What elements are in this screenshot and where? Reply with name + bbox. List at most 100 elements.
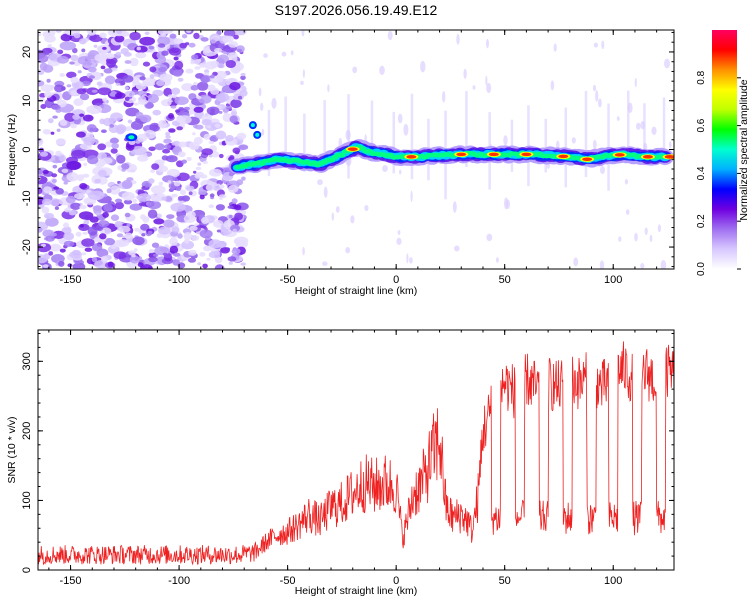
noise-blob <box>161 50 169 56</box>
noise-blob <box>148 252 157 259</box>
noise-blob <box>89 34 103 43</box>
noise-blob <box>115 198 123 203</box>
noise-blob <box>148 45 155 50</box>
noise-blob <box>59 119 68 126</box>
noise-blob <box>50 131 55 135</box>
noise-blob <box>139 76 146 81</box>
noise-blob <box>300 80 304 85</box>
colorbar-tick-label: 0.8 <box>696 70 707 84</box>
noise-blob <box>227 52 238 59</box>
noise-blob <box>170 202 186 212</box>
noise-blob <box>114 35 125 43</box>
colorbar-tick-label: 0.0 <box>696 262 707 276</box>
noise-blob <box>649 234 653 242</box>
noise-blob <box>144 31 150 35</box>
signal-peak <box>664 155 674 159</box>
noise-streak <box>465 91 468 167</box>
noise-blob <box>38 32 42 37</box>
noise-blob <box>234 30 247 36</box>
noise-blob <box>63 222 69 228</box>
noise-blob <box>147 209 158 219</box>
noise-blob <box>86 124 97 133</box>
noise-blob <box>486 38 489 49</box>
noise-blob <box>91 89 98 93</box>
noise-streak <box>584 90 588 177</box>
noise-blob <box>51 178 57 183</box>
noise-blob <box>215 92 230 103</box>
noise-blob <box>173 56 179 61</box>
noise-blob <box>174 96 189 105</box>
noise-blob <box>110 214 120 221</box>
noise-blob <box>189 225 198 231</box>
noise-blob <box>72 114 81 120</box>
noise-blob <box>151 163 160 170</box>
colorbar-tick-label: 0.2 <box>696 214 707 228</box>
noise-blob <box>396 237 402 245</box>
noise-blob <box>202 263 208 269</box>
noise-blob <box>55 138 66 146</box>
colorbar-gradient <box>712 30 737 269</box>
noise-blob <box>225 135 234 142</box>
noise-blob <box>598 98 602 108</box>
noise-streak <box>410 93 414 180</box>
noise-blob <box>113 239 126 248</box>
noise-blob <box>206 257 211 261</box>
noise-blob <box>165 135 171 139</box>
noise-streak <box>627 90 630 153</box>
noise-blob <box>217 54 229 64</box>
noise-blob <box>51 104 61 110</box>
noise-blob <box>206 106 220 116</box>
noise-blob <box>148 256 158 263</box>
noise-blob <box>136 46 141 51</box>
noise-blob <box>156 213 162 218</box>
x-tick-label: 100 <box>604 575 622 587</box>
noise-blob <box>84 214 93 221</box>
noise-blob <box>148 248 155 254</box>
noise-blob <box>194 66 201 70</box>
noise-blob <box>664 58 670 69</box>
noise-blob <box>106 57 118 65</box>
noise-blob <box>166 214 175 220</box>
noise-blob <box>110 148 118 154</box>
noise-blob <box>193 170 197 174</box>
noise-blob <box>97 176 108 185</box>
noise-blob <box>52 115 58 119</box>
noise-blob <box>57 49 64 55</box>
noise-blob <box>173 252 181 257</box>
x-tick-label: -100 <box>168 575 190 587</box>
noise-blob <box>240 72 246 77</box>
noise-blob <box>91 257 98 263</box>
noise-blob <box>107 261 114 268</box>
noise-blob <box>158 181 164 186</box>
noise-blob <box>222 108 230 113</box>
noise-blob <box>171 87 181 95</box>
noise-blob <box>82 231 88 235</box>
noise-blob <box>81 80 91 87</box>
noise-blob <box>146 153 152 157</box>
noise-blob <box>231 198 238 204</box>
noise-blob <box>141 233 146 237</box>
noise-blob <box>188 257 196 263</box>
signal-peak <box>614 153 625 157</box>
noise-blob <box>109 124 114 128</box>
noise-blob <box>63 240 75 247</box>
noise-blob <box>406 253 409 264</box>
noise-blob <box>260 102 264 111</box>
noise-blob <box>128 135 135 140</box>
noise-blob <box>240 262 246 266</box>
noise-blob <box>219 197 223 200</box>
noise-blob <box>495 257 499 263</box>
noise-blob <box>116 30 123 35</box>
noise-blob <box>215 204 225 211</box>
noise-blob <box>137 99 148 105</box>
noise-blob <box>150 169 156 173</box>
noise-blob <box>167 180 172 184</box>
noise-blob <box>69 61 75 65</box>
noise-blob <box>102 117 114 127</box>
noise-blob <box>98 220 110 228</box>
noise-blob <box>327 84 330 93</box>
noise-blob <box>42 169 49 175</box>
noise-blob <box>68 210 76 216</box>
noise-blob <box>48 251 54 256</box>
noise-blob <box>239 89 248 97</box>
